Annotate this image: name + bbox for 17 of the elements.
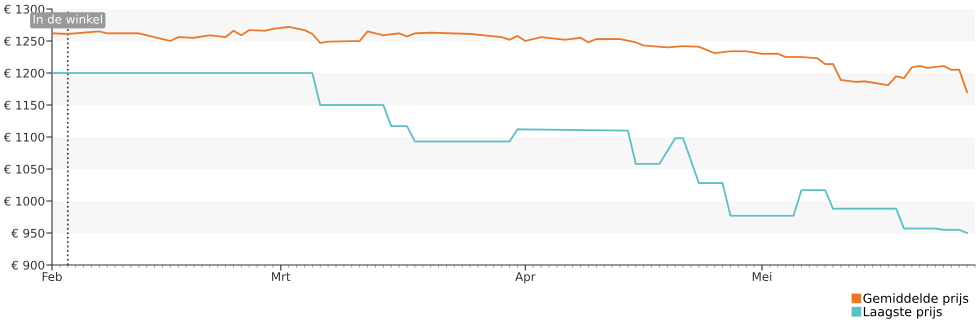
x-tick-label: Apr: [515, 272, 536, 284]
y-tick-label: € 950: [11, 228, 44, 238]
y-tick-label: € 1150: [4, 100, 44, 110]
x-tick-label: Mrt: [272, 272, 290, 281]
y-tick-label: € 1050: [4, 164, 44, 174]
y-tick-label: € 1200: [4, 68, 44, 78]
line-series: [52, 26, 968, 94]
y-tick-label: € 1000: [4, 196, 44, 206]
y-tick-label: € 900: [11, 260, 44, 270]
line-series: [52, 72, 968, 234]
y-tick-label: € 1250: [4, 36, 44, 46]
ref-line-label: In de winkel: [34, 14, 102, 24]
x-tick-label: Feb: [42, 272, 62, 282]
legend-label: Laagste prijs: [864, 306, 942, 319]
x-tick-label: Mei: [752, 272, 772, 282]
y-tick-label: € 1100: [4, 132, 44, 142]
legend-label: Gemiddelde prijs: [863, 293, 968, 306]
